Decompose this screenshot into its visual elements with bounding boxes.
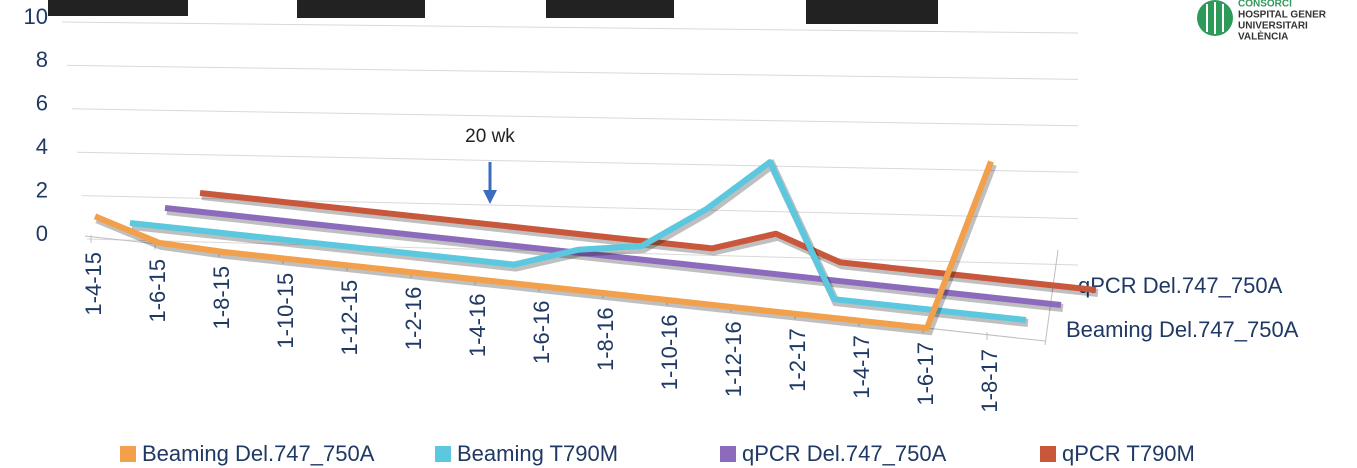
- x-tick-label: 1-2-16: [401, 287, 426, 351]
- x-tick-label: 1-4-16: [465, 294, 490, 358]
- grid-line: [67, 65, 1078, 79]
- x-tick-label: 1-12-15: [337, 280, 362, 356]
- x-tick-label: 1-8-16: [593, 307, 618, 371]
- legend-label: Beaming T790M: [457, 441, 618, 466]
- annotation: 20 wk: [465, 126, 515, 147]
- legend-swatch: [435, 446, 451, 462]
- y-tick-label: 4: [36, 134, 48, 159]
- grid-line: [72, 109, 1078, 126]
- depth-label: qPCR Del.747_750A: [1078, 273, 1283, 298]
- y-tick-label: 6: [36, 91, 48, 116]
- ct-image: [806, 0, 938, 24]
- x-tick-label: 1-4-15: [81, 252, 106, 316]
- legend-label: qPCR Del.747_750A: [742, 441, 947, 466]
- x-tick-label: 1-4-17: [849, 335, 874, 399]
- y-tick-label: 10: [24, 4, 48, 29]
- grid-line: [77, 152, 1078, 172]
- y-tick-label: 2: [36, 177, 48, 202]
- x-tick-label: 1-8-17: [977, 349, 1002, 413]
- legend-label: qPCR T790M: [1062, 441, 1195, 466]
- logo-line: HOSPITAL GENER: [1238, 10, 1327, 21]
- annotation-arrow-head: [483, 190, 497, 204]
- x-tick-label: 1-6-15: [145, 259, 170, 323]
- y-tick-label: 0: [36, 221, 48, 246]
- x-tick-label: 1-10-15: [273, 273, 298, 349]
- legend-label: Beaming Del.747_750A: [142, 441, 375, 466]
- ct-image: [297, 0, 425, 18]
- logo-line: CONSORCI: [1238, 0, 1292, 10]
- y-tick-label: 8: [36, 47, 48, 72]
- series-shadow: [132, 165, 1028, 323]
- series-line: [165, 208, 1061, 305]
- chart: CONSORCIHOSPITAL GENERUNIVERSITARIVALÈNC…: [0, 0, 1357, 468]
- logo: [1197, 0, 1233, 36]
- x-tick-label: 1-6-16: [529, 301, 554, 365]
- depth-label: Beaming Del.747_750A: [1066, 317, 1299, 342]
- ct-image: [546, 0, 674, 18]
- legend-swatch: [1040, 446, 1056, 462]
- ct-image: [48, 0, 188, 16]
- x-tick-label: 1-10-16: [657, 314, 682, 390]
- x-tick-label: 1-8-15: [209, 266, 234, 330]
- x-tick-label: 1-6-17: [913, 342, 938, 406]
- logo-line: UNIVERSITARI: [1238, 21, 1308, 32]
- legend-swatch: [120, 446, 136, 462]
- x-tick-label: 1-12-16: [721, 321, 746, 397]
- legend-swatch: [720, 446, 736, 462]
- logo-line: VALÈNCIA: [1238, 30, 1288, 43]
- x-tick-label: 1-2-17: [785, 328, 810, 392]
